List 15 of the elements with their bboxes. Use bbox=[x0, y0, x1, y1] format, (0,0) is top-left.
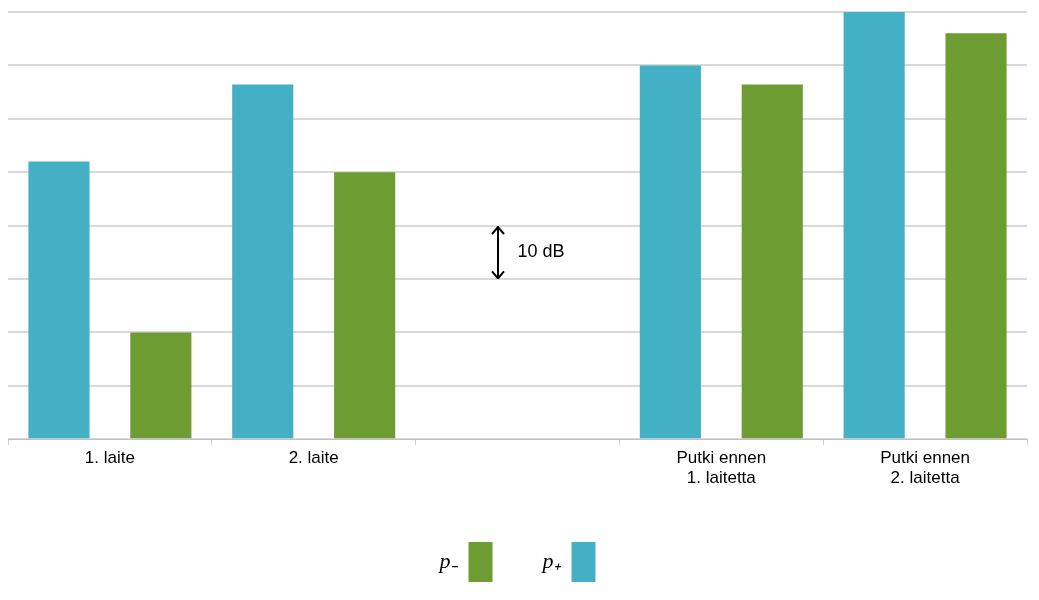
bar bbox=[639, 65, 701, 439]
legend-label: p₊ bbox=[540, 547, 562, 573]
bar bbox=[843, 12, 905, 439]
bar bbox=[945, 33, 1007, 439]
bar bbox=[28, 161, 90, 439]
annotation: 10 dB bbox=[517, 241, 565, 262]
bar bbox=[334, 172, 396, 439]
bar bbox=[741, 84, 803, 439]
x-tick-label: Putki ennen 1. laitetta bbox=[676, 448, 767, 488]
bar bbox=[232, 84, 294, 439]
x-tick-label: 1. laite bbox=[84, 448, 135, 468]
x-tick-label: Putki ennen 2. laitetta bbox=[880, 448, 970, 488]
bar bbox=[130, 332, 192, 439]
x-tick-label: 2. laite bbox=[288, 448, 339, 468]
legend-label: p₋ bbox=[437, 547, 459, 573]
